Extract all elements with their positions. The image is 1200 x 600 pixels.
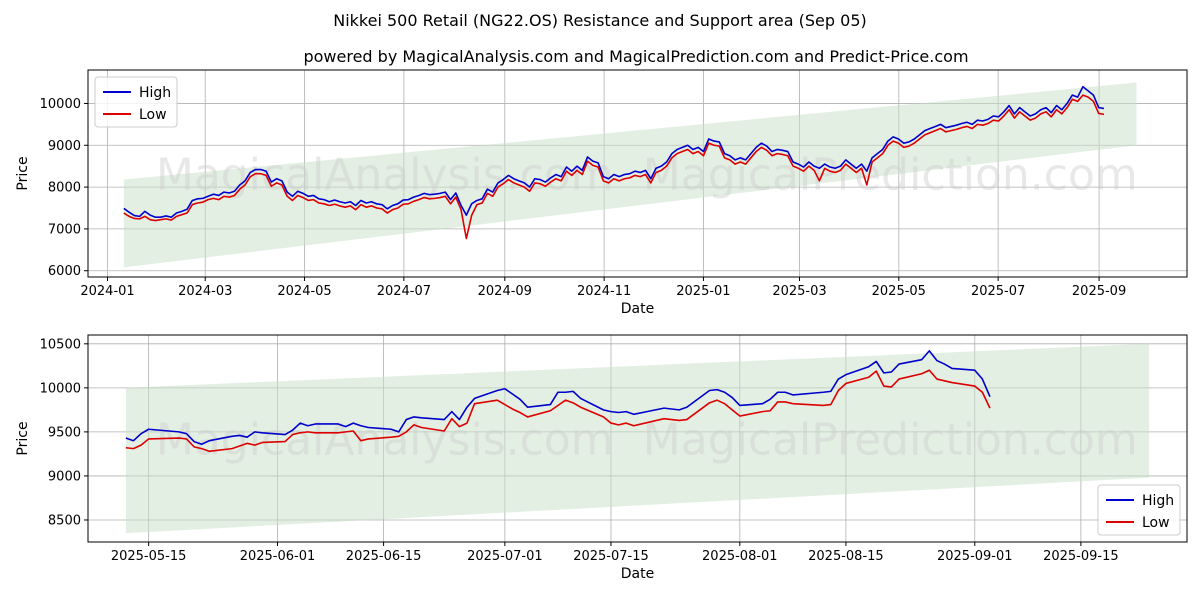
series-line-low bbox=[123, 94, 1105, 240]
watermark-text: MagicalPrediction.com bbox=[643, 415, 1138, 466]
x-tick-label: 2025-06-15 bbox=[346, 549, 422, 564]
y-axis-title: Price bbox=[15, 421, 31, 455]
y-tick-label: 7000 bbox=[48, 222, 81, 237]
y-tick-label: 9000 bbox=[48, 469, 81, 484]
legend-label-low: Low bbox=[139, 107, 167, 123]
legend-label-low: Low bbox=[1142, 515, 1170, 531]
plot-frame bbox=[87, 69, 1188, 278]
x-tick-label: 2025-05 bbox=[872, 284, 926, 299]
y-tick-label: 10000 bbox=[40, 381, 81, 396]
y-axis-title: Price bbox=[15, 156, 31, 190]
x-axis-title: Date bbox=[621, 301, 654, 317]
x-tick-label: 2025-09 bbox=[1072, 284, 1126, 299]
series-line-high bbox=[123, 85, 1105, 218]
x-tick-label: 2025-03 bbox=[772, 284, 826, 299]
legend: High Low bbox=[94, 76, 178, 128]
y-tick-label: 10500 bbox=[40, 337, 81, 352]
x-tick-label: 2025-05-15 bbox=[111, 549, 187, 564]
series-line-low bbox=[125, 369, 991, 453]
x-tick-label: 2025-06-01 bbox=[240, 549, 316, 564]
y-tick-label: 8500 bbox=[48, 513, 81, 528]
legend-label-high: High bbox=[139, 85, 171, 101]
x-tick-label: 2025-07-01 bbox=[467, 549, 543, 564]
y-tick-label: 9500 bbox=[48, 425, 81, 440]
x-tick-label: 2025-07-15 bbox=[573, 549, 649, 564]
y-tick-label: 6000 bbox=[48, 264, 81, 279]
x-tick-label: 2024-05 bbox=[277, 284, 331, 299]
plot-frame bbox=[87, 334, 1188, 543]
support-resistance-band bbox=[123, 82, 1137, 268]
x-tick-label: 2025-01 bbox=[676, 284, 730, 299]
top-chart-panel: MagicalAnalysis.com MagicalPrediction.com… bbox=[15, 69, 1188, 317]
x-tick-label: 2024-03 bbox=[178, 284, 232, 299]
chart-title: Nikkei 500 Retail (NG22.OS) Resistance a… bbox=[333, 11, 866, 30]
x-tick-label: 2024-09 bbox=[478, 284, 532, 299]
x-tick-label: 2024-07 bbox=[377, 284, 431, 299]
x-tick-label: 2025-08-01 bbox=[702, 549, 778, 564]
legend: High Low bbox=[1097, 484, 1181, 536]
support-resistance-band bbox=[125, 343, 1150, 534]
x-tick-label: 2025-07 bbox=[971, 284, 1025, 299]
x-tick-label: 2024-11 bbox=[577, 284, 631, 299]
y-tick-label: 8000 bbox=[48, 181, 81, 196]
x-tick-label: 2025-09-15 bbox=[1043, 549, 1119, 564]
x-tick-label: 2025-08-15 bbox=[808, 549, 884, 564]
y-tick-label: 10000 bbox=[40, 97, 81, 112]
x-tick-label: 2024-01 bbox=[80, 284, 134, 299]
legend-label-high: High bbox=[1142, 493, 1174, 509]
chart-subtitle: powered by MagicalAnalysis.com and Magic… bbox=[303, 47, 968, 66]
series-line-high bbox=[125, 350, 991, 446]
x-axis-title: Date bbox=[621, 566, 654, 582]
watermark-text: MagicalAnalysis.com bbox=[156, 415, 614, 466]
watermark-text: MagicalPrediction.com bbox=[643, 150, 1138, 201]
y-tick-label: 9000 bbox=[48, 139, 81, 154]
x-tick-label: 2025-09-01 bbox=[937, 549, 1013, 564]
bottom-chart-panel: MagicalAnalysis.com MagicalPrediction.com… bbox=[15, 334, 1188, 582]
